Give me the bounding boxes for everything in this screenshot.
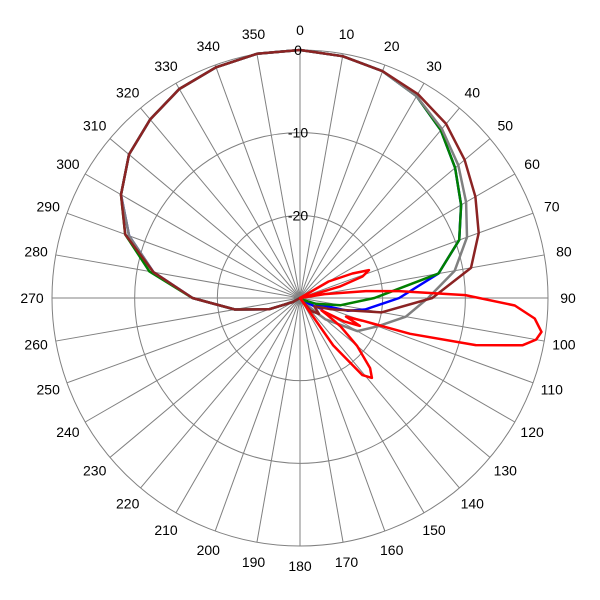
radial-tick-label: -10 [288,125,308,141]
angle-tick-label: 140 [461,495,485,511]
angle-tick-label: 60 [524,156,540,172]
angle-tick-label: 240 [56,424,80,440]
angle-tick-label: 30 [426,58,442,74]
angle-tick-label: 110 [541,382,564,398]
grid-spoke [256,53,301,299]
angle-tick-label: 120 [520,424,544,440]
grid-spoke [66,297,301,384]
grid-spoke [299,297,491,458]
grid-spoke [55,254,301,299]
radial-tick-label: 0 [294,42,302,58]
angle-tick-label: 160 [380,542,404,558]
angle-tick-label: 0 [296,22,304,38]
grid-spoke [299,254,545,299]
angle-tick-label: 10 [339,26,355,42]
grid-spoke [299,107,460,299]
label-layer: 0 10 20 30 40 50 60 70 80 90 100 110 120 130 140 150 160… [20,22,576,574]
angle-tick-label: 50 [498,118,514,134]
polar-grid [51,49,549,547]
angle-tick-label: 330 [154,58,178,74]
grid-spoke [214,64,301,299]
series-layer [119,48,543,380]
angle-tick-label: 80 [556,244,572,260]
grid-spoke [299,53,344,299]
grid-spoke [299,297,534,384]
radial-tick-label: -20 [288,207,308,223]
grid-spoke [299,297,344,543]
angle-tick-label: 320 [116,85,140,101]
angle-tick-label: 310 [83,118,107,134]
grid-spoke [140,297,301,489]
grid-spoke [84,297,301,423]
grid-spoke [299,297,460,489]
grid-spoke [109,138,301,299]
angle-tick-label: 300 [56,156,80,172]
angle-tick-label: 290 [37,198,61,214]
grid-spoke [299,297,425,514]
angle-tick-label: 130 [494,462,518,478]
angle-tick-label: 340 [197,38,221,54]
angle-tick-label: 350 [242,26,266,42]
angle-tick-label: 220 [116,495,140,511]
grid-spoke [299,212,534,299]
grid-spoke [299,173,516,299]
grid-spoke [140,107,301,299]
grid-spoke [66,212,301,299]
grid-spoke [214,297,301,532]
angle-tick-label: 280 [24,244,48,260]
angle-tick-label: 70 [544,198,560,214]
grid-spoke [175,297,301,514]
angle-tick-label: 100 [552,337,576,353]
grid-spoke [175,82,301,299]
series-line-5 [298,268,543,380]
grid-spoke [55,297,301,342]
angle-tick-label: 170 [335,554,359,570]
angle-tick-label: 150 [422,522,446,538]
angle-tick-label: 20 [384,38,400,54]
grid-spoke [299,297,386,532]
grid-spoke [299,82,425,299]
angle-tick-label: 260 [24,337,48,353]
angle-tick-label: 40 [465,85,481,101]
angle-tick-label: 210 [154,522,178,538]
angle-tick-label: 180 [288,558,312,574]
series-line-4 [119,48,480,316]
angle-tick-label: 200 [197,542,221,558]
grid-spoke [109,297,301,458]
angle-tick-label: 230 [83,462,107,478]
grid-spoke [299,64,386,299]
angle-tick-label: 190 [242,554,266,570]
angle-tick-label: 250 [37,382,61,398]
grid-spoke [256,297,301,543]
angle-tick-label: 90 [560,290,576,306]
angle-tick-label: 270 [20,290,44,306]
